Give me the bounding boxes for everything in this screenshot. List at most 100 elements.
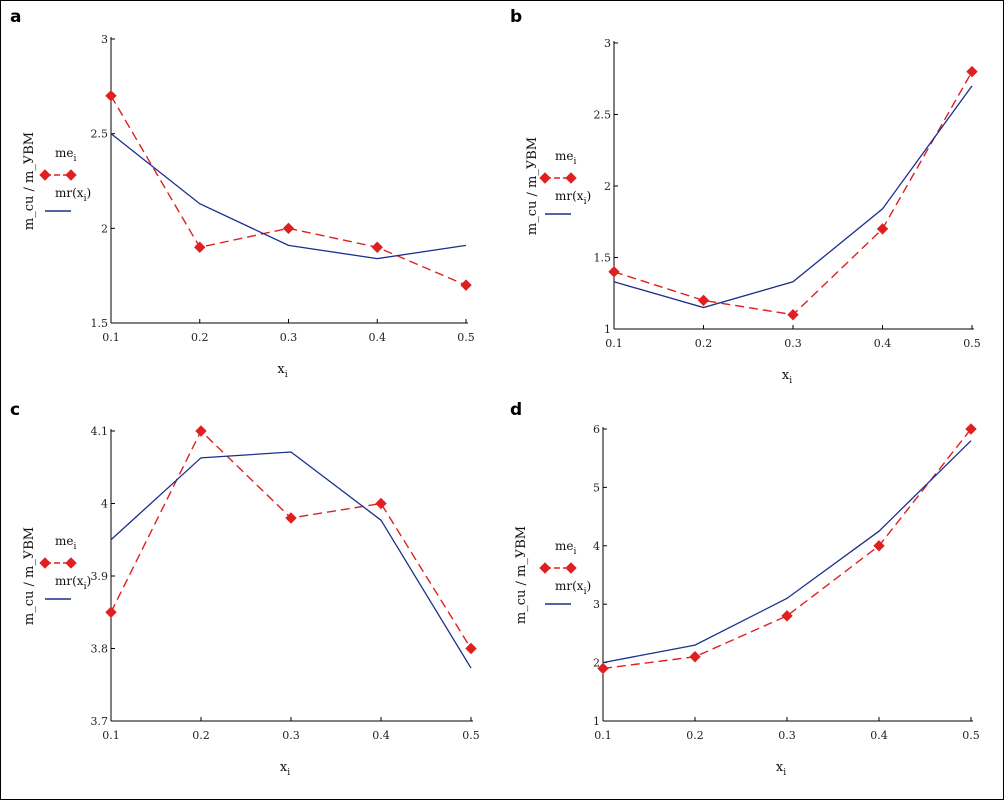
series-measured-point [689, 651, 701, 663]
y-tick-label: 1 [604, 323, 611, 336]
x-tick-label: 0.2 [192, 729, 210, 742]
series-measured-point [105, 90, 117, 102]
y-tick-label: 3 [593, 598, 600, 611]
legend: mei mr(xi) [539, 149, 591, 215]
series-regression-line [613, 85, 973, 309]
x-tick-label: 0.3 [778, 729, 796, 742]
legend-measured-sub: i [573, 547, 576, 557]
x-tick-label: 0.4 [372, 729, 390, 742]
legend-label-regression: mr(xi) [55, 186, 91, 204]
y-tick-label: 3.8 [91, 643, 109, 656]
x-axis-label: xi [280, 760, 290, 778]
series-measured-point [194, 241, 206, 253]
legend-measured-base: me [55, 534, 73, 548]
y-tick-label: 4.1 [91, 425, 109, 438]
y-tick-label: 3 [604, 37, 611, 50]
x-tick-label: 0.1 [102, 729, 120, 742]
legend-measured-sub: i [573, 157, 576, 167]
series-measured-line [602, 428, 972, 670]
y-tick-label: 1.5 [91, 317, 109, 330]
x-axis-label-sub: i [285, 370, 288, 380]
legend-regression-sub: i [84, 194, 87, 204]
legend-label-measured: mei [555, 149, 576, 167]
legend-regression-base: mr(x [55, 186, 84, 200]
x-tick-label: 0.1 [594, 729, 612, 742]
series-measured-point [597, 662, 609, 675]
legend-label-regression: mr(xi) [555, 189, 591, 207]
legend-measured-marker [39, 169, 51, 181]
x-axis-label-sub: i [783, 768, 786, 778]
x-tick-label: 0.5 [962, 729, 980, 742]
legend-label-measured: mei [55, 146, 76, 164]
legend-regression-close: ) [586, 189, 591, 203]
y-tick-label: 2 [593, 657, 600, 670]
y-tick-label: 2.5 [594, 109, 612, 122]
legend-measured-sub: i [73, 542, 76, 552]
y-tick-label: 4 [101, 498, 108, 511]
y-tick-label: 1.5 [594, 252, 612, 265]
series-regression-line [602, 440, 972, 664]
series-measured-point [105, 606, 117, 618]
legend-regression-base: mr(x [55, 574, 84, 588]
series-measured-point [195, 425, 207, 437]
y-tick-label: 2.5 [91, 128, 109, 141]
y-tick-label: 2 [101, 222, 108, 235]
series-measured-point [787, 308, 799, 321]
series-measured-line [110, 95, 467, 286]
legend-regression-sub: i [584, 587, 587, 597]
series-measured-point [781, 610, 793, 622]
series-measured-point [460, 279, 472, 291]
x-axis-label-base: x [280, 760, 288, 775]
legend-label-regression: mr(xi) [55, 574, 91, 592]
y-axis-label: m_cu / m_УВМ [514, 526, 529, 624]
legend-regression-sub: i [84, 582, 87, 592]
legend-measured-marker [565, 562, 577, 574]
x-tick-label: 0.2 [686, 729, 704, 742]
x-tick-label: 0.5 [462, 729, 480, 742]
x-tick-label: 0.4 [369, 331, 387, 344]
series-measured-point [285, 512, 297, 524]
x-axis-label-base: x [776, 760, 784, 775]
legend-measured-base: me [555, 539, 573, 553]
y-tick-label: 1 [593, 715, 600, 728]
x-tick-label: 0.3 [282, 729, 300, 742]
x-axis-label-base: x [782, 368, 790, 383]
series-measured-point [697, 294, 710, 307]
y-tick-label: 3.7 [91, 715, 109, 728]
x-axis-label-sub: i [789, 376, 792, 386]
legend-measured-marker [65, 169, 77, 181]
x-axis-label-sub: i [287, 768, 290, 778]
x-tick-label: 0.1 [605, 337, 623, 350]
x-tick-label: 0.5 [457, 331, 475, 344]
legend-label-measured: mei [55, 534, 76, 552]
legend-measured-sub: i [73, 154, 76, 164]
y-axis-label: m_cu / m_УВМ [525, 137, 540, 235]
legend-label-regression: mr(xi) [555, 579, 591, 597]
y-tick-label: 6 [593, 423, 600, 436]
legend-regression-close: ) [86, 574, 91, 588]
series-measured-point [965, 423, 977, 435]
x-tick-label: 0.2 [695, 337, 713, 350]
legend-measured-marker [39, 557, 51, 569]
y-tick-label: 2 [604, 180, 611, 193]
panel-label-a: a [10, 7, 22, 27]
series-measured-line [110, 429, 472, 649]
x-tick-label: 0.4 [874, 337, 892, 350]
legend-regression-close: ) [586, 579, 591, 593]
x-axis-label-base: x [277, 362, 285, 377]
y-tick-label: 3.9 [91, 570, 109, 583]
legend-regression-close: ) [86, 186, 91, 200]
x-tick-label: 0.3 [784, 337, 802, 350]
x-axis-label: xi [277, 362, 287, 380]
y-axis-label: m_cu / m_УВМ [22, 527, 37, 625]
y-tick-label: 4 [593, 540, 600, 553]
y-axis-label: m_cu / m_УВМ [22, 132, 37, 230]
x-tick-label: 0.1 [102, 331, 120, 344]
